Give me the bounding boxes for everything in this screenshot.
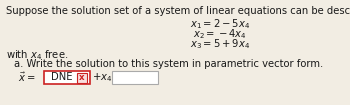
Bar [77,72,87,83]
Text: a. Write the solution to this system in parametric vector form.: a. Write the solution to this system in … [14,59,323,69]
Text: x: x [79,73,85,82]
Bar [44,71,90,84]
Text: Suppose the solution set of a system of linear equations can be described as: Suppose the solution set of a system of … [6,6,350,16]
Text: $x_2 = -4x_4$: $x_2 = -4x_4$ [193,27,247,41]
Text: $\vec{x} = $: $\vec{x} = $ [18,71,35,84]
Text: $x_3 = 5 + 9x_4$: $x_3 = 5 + 9x_4$ [190,37,250,51]
Bar [112,71,158,84]
Text: $+x_4$: $+x_4$ [92,71,112,84]
Text: with $x_4$ free.: with $x_4$ free. [6,48,68,62]
Text: $x_1 = 2 - 5x_4$: $x_1 = 2 - 5x_4$ [190,17,250,31]
Text: DNE: DNE [51,72,72,83]
